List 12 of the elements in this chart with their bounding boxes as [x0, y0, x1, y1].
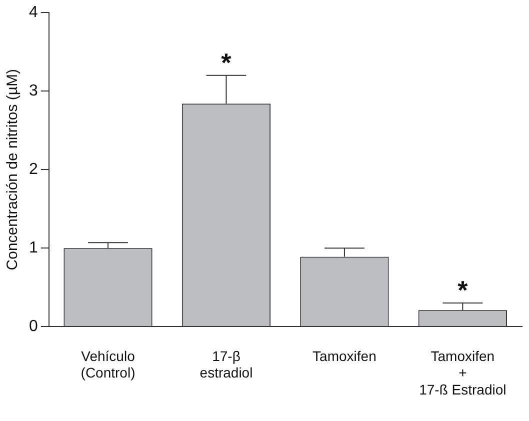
y-tick-label: 2 — [28, 161, 38, 178]
x-tick-label: Tamoxifen — [312, 348, 376, 364]
y-tick-label: 0 — [28, 318, 38, 336]
y-axis-title: Concentración de nitritos (µM) — [4, 68, 22, 270]
x-tick-label: Vehículo (Control) — [80, 348, 136, 381]
y-tick-label: 3 — [28, 82, 38, 100]
x-tick-label: Tamoxifen + 17-ß Estradiol — [419, 348, 506, 398]
annotation: * — [221, 48, 232, 78]
y-tick-label: 1 — [28, 240, 38, 257]
x-tick-label: 17-β estradiol — [200, 348, 253, 381]
annotation: * — [458, 275, 469, 306]
y-tick-label: 4 — [28, 4, 38, 22]
